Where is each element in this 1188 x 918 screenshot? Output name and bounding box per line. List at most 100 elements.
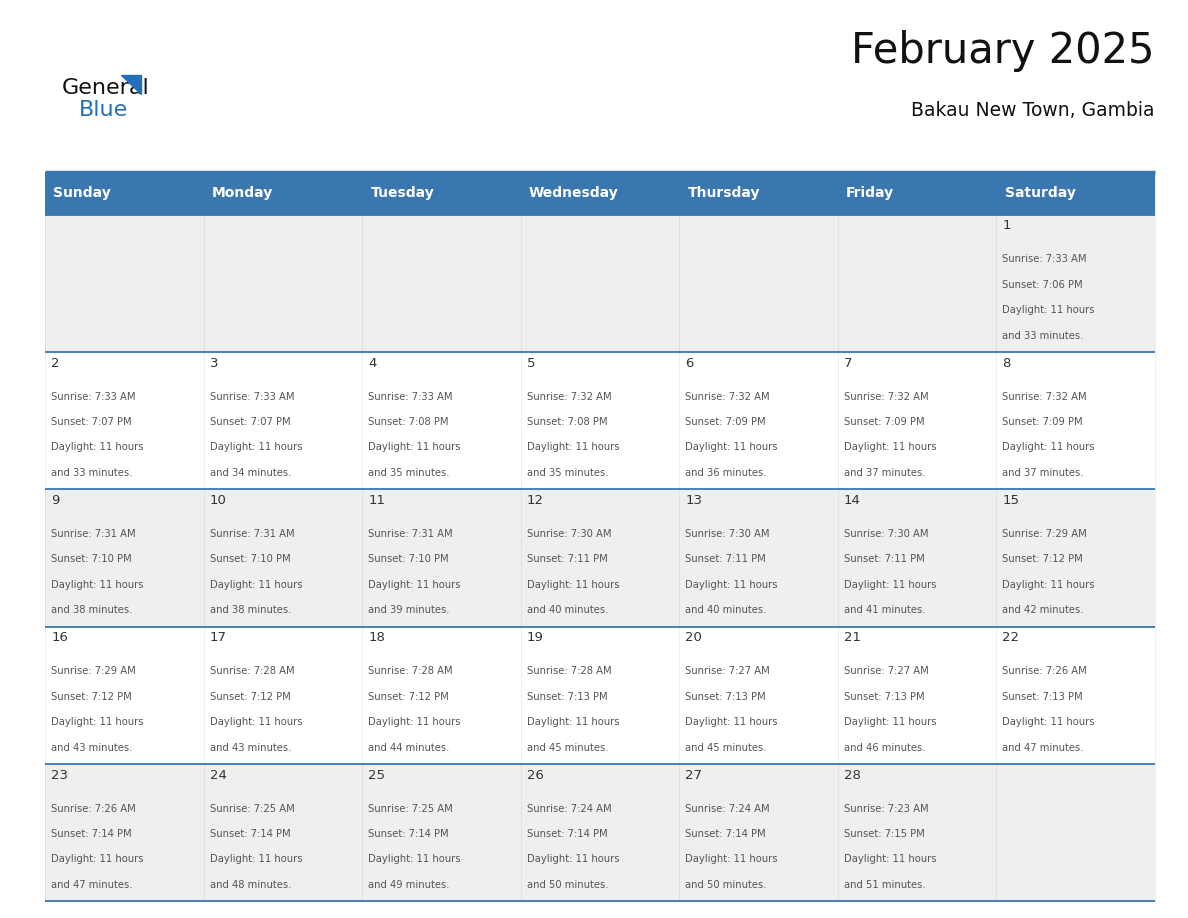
Text: February 2025: February 2025	[852, 30, 1155, 73]
Text: Daylight: 11 hours: Daylight: 11 hours	[685, 442, 778, 453]
Text: and 36 minutes.: and 36 minutes.	[685, 468, 766, 478]
Text: Daylight: 11 hours: Daylight: 11 hours	[843, 717, 936, 727]
Text: Daylight: 11 hours: Daylight: 11 hours	[368, 580, 461, 589]
Text: 12: 12	[526, 494, 544, 507]
Text: Thursday: Thursday	[688, 186, 760, 200]
Text: Friday: Friday	[846, 186, 895, 200]
Text: and 40 minutes.: and 40 minutes.	[685, 605, 766, 615]
Text: Sunset: 7:12 PM: Sunset: 7:12 PM	[209, 691, 290, 701]
Text: 25: 25	[368, 768, 385, 782]
Text: and 34 minutes.: and 34 minutes.	[209, 468, 291, 478]
Text: Sunset: 7:09 PM: Sunset: 7:09 PM	[1003, 417, 1082, 427]
Text: and 49 minutes.: and 49 minutes.	[368, 879, 449, 890]
Text: Sunset: 7:14 PM: Sunset: 7:14 PM	[526, 829, 607, 839]
Text: Sunrise: 7:30 AM: Sunrise: 7:30 AM	[843, 529, 928, 539]
Text: Sunset: 7:11 PM: Sunset: 7:11 PM	[685, 554, 766, 565]
Text: and 37 minutes.: and 37 minutes.	[843, 468, 925, 478]
Text: Sunset: 7:15 PM: Sunset: 7:15 PM	[843, 829, 924, 839]
Text: Sunrise: 7:33 AM: Sunrise: 7:33 AM	[209, 392, 295, 401]
Text: 9: 9	[51, 494, 59, 507]
Text: Sunrise: 7:26 AM: Sunrise: 7:26 AM	[51, 803, 135, 813]
Text: 11: 11	[368, 494, 385, 507]
Text: Bakau New Town, Gambia: Bakau New Town, Gambia	[911, 101, 1155, 120]
Text: Daylight: 11 hours: Daylight: 11 hours	[209, 580, 302, 589]
Bar	[45, 489, 1155, 627]
Text: 23: 23	[51, 768, 68, 782]
Text: 18: 18	[368, 632, 385, 644]
Text: Sunrise: 7:30 AM: Sunrise: 7:30 AM	[526, 529, 611, 539]
Text: and 47 minutes.: and 47 minutes.	[1003, 743, 1083, 753]
Text: Daylight: 11 hours: Daylight: 11 hours	[1003, 717, 1094, 727]
Bar	[45, 764, 1155, 901]
Text: 28: 28	[843, 768, 860, 782]
Text: Daylight: 11 hours: Daylight: 11 hours	[51, 442, 144, 453]
Text: and 33 minutes.: and 33 minutes.	[51, 468, 132, 478]
Text: and 35 minutes.: and 35 minutes.	[526, 468, 608, 478]
Bar	[838, 172, 997, 215]
Text: Sunset: 7:13 PM: Sunset: 7:13 PM	[526, 691, 607, 701]
Text: 26: 26	[526, 768, 543, 782]
Bar	[45, 172, 203, 215]
Text: Daylight: 11 hours: Daylight: 11 hours	[685, 717, 778, 727]
Text: and 50 minutes.: and 50 minutes.	[526, 879, 608, 890]
Text: 13: 13	[685, 494, 702, 507]
Text: 10: 10	[209, 494, 227, 507]
Text: Sunrise: 7:28 AM: Sunrise: 7:28 AM	[526, 666, 612, 677]
Text: General: General	[62, 78, 150, 97]
Text: Sunset: 7:12 PM: Sunset: 7:12 PM	[51, 691, 132, 701]
Text: Daylight: 11 hours: Daylight: 11 hours	[368, 717, 461, 727]
Text: Sunset: 7:14 PM: Sunset: 7:14 PM	[685, 829, 766, 839]
Text: Sunset: 7:13 PM: Sunset: 7:13 PM	[1003, 691, 1082, 701]
Text: and 40 minutes.: and 40 minutes.	[526, 605, 608, 615]
Text: Daylight: 11 hours: Daylight: 11 hours	[526, 580, 619, 589]
Text: Daylight: 11 hours: Daylight: 11 hours	[1003, 580, 1094, 589]
Text: and 45 minutes.: and 45 minutes.	[685, 743, 766, 753]
Text: 27: 27	[685, 768, 702, 782]
Bar	[203, 172, 362, 215]
Text: Sunrise: 7:27 AM: Sunrise: 7:27 AM	[685, 666, 770, 677]
Text: 15: 15	[1003, 494, 1019, 507]
Text: 21: 21	[843, 632, 860, 644]
Text: 3: 3	[209, 357, 219, 370]
Text: Blue: Blue	[80, 100, 128, 119]
Text: Daylight: 11 hours: Daylight: 11 hours	[51, 855, 144, 865]
Text: 22: 22	[1003, 632, 1019, 644]
Text: Sunrise: 7:24 AM: Sunrise: 7:24 AM	[685, 803, 770, 813]
Text: Sunset: 7:14 PM: Sunset: 7:14 PM	[368, 829, 449, 839]
Text: Sunset: 7:08 PM: Sunset: 7:08 PM	[526, 417, 607, 427]
Text: Sunrise: 7:31 AM: Sunrise: 7:31 AM	[51, 529, 135, 539]
Text: and 38 minutes.: and 38 minutes.	[209, 605, 291, 615]
Text: Sunset: 7:10 PM: Sunset: 7:10 PM	[209, 554, 290, 565]
Text: Daylight: 11 hours: Daylight: 11 hours	[209, 717, 302, 727]
Text: Sunset: 7:13 PM: Sunset: 7:13 PM	[843, 691, 924, 701]
Text: and 35 minutes.: and 35 minutes.	[368, 468, 449, 478]
Text: Sunset: 7:10 PM: Sunset: 7:10 PM	[368, 554, 449, 565]
Text: Daylight: 11 hours: Daylight: 11 hours	[209, 442, 302, 453]
Text: Sunrise: 7:33 AM: Sunrise: 7:33 AM	[51, 392, 135, 401]
Text: Daylight: 11 hours: Daylight: 11 hours	[526, 855, 619, 865]
Text: Sunrise: 7:33 AM: Sunrise: 7:33 AM	[368, 392, 453, 401]
Text: Sunrise: 7:31 AM: Sunrise: 7:31 AM	[209, 529, 295, 539]
Bar	[520, 172, 680, 215]
Text: Daylight: 11 hours: Daylight: 11 hours	[1003, 442, 1094, 453]
Text: Sunset: 7:07 PM: Sunset: 7:07 PM	[51, 417, 132, 427]
Text: Monday: Monday	[211, 186, 273, 200]
Text: Saturday: Saturday	[1005, 186, 1075, 200]
Polygon shape	[121, 74, 140, 95]
Text: Daylight: 11 hours: Daylight: 11 hours	[368, 442, 461, 453]
Text: and 43 minutes.: and 43 minutes.	[209, 743, 291, 753]
Text: Sunset: 7:09 PM: Sunset: 7:09 PM	[843, 417, 924, 427]
Text: 1: 1	[1003, 219, 1011, 232]
Text: Sunrise: 7:28 AM: Sunrise: 7:28 AM	[209, 666, 295, 677]
Text: Sunrise: 7:32 AM: Sunrise: 7:32 AM	[843, 392, 928, 401]
Text: Wednesday: Wednesday	[529, 186, 619, 200]
Text: Daylight: 11 hours: Daylight: 11 hours	[1003, 305, 1094, 315]
Text: Sunrise: 7:31 AM: Sunrise: 7:31 AM	[368, 529, 453, 539]
Text: Sunrise: 7:26 AM: Sunrise: 7:26 AM	[1003, 666, 1087, 677]
Text: Sunrise: 7:32 AM: Sunrise: 7:32 AM	[526, 392, 612, 401]
Text: Sunrise: 7:29 AM: Sunrise: 7:29 AM	[51, 666, 135, 677]
Text: Sunrise: 7:24 AM: Sunrise: 7:24 AM	[526, 803, 612, 813]
Text: Sunset: 7:07 PM: Sunset: 7:07 PM	[209, 417, 290, 427]
Text: Sunday: Sunday	[53, 186, 112, 200]
Text: Sunrise: 7:25 AM: Sunrise: 7:25 AM	[209, 803, 295, 813]
